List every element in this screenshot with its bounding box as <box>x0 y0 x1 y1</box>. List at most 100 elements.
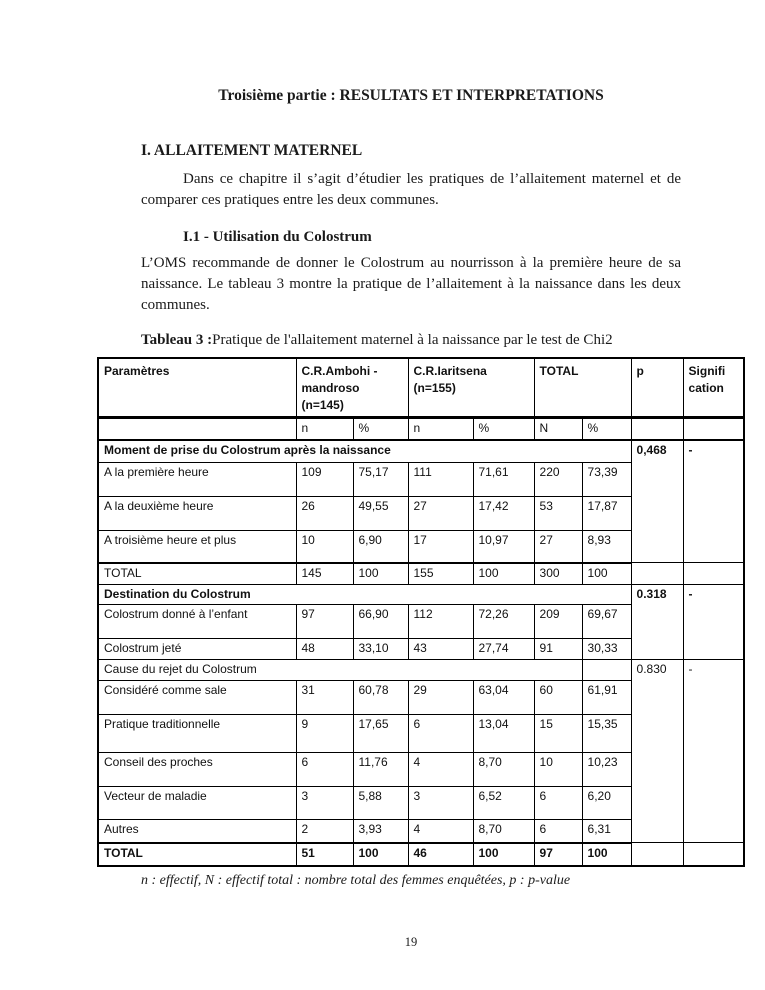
table-row: Pratique traditionnelle 9 17,65 6 13,04 15 15,… <box>97 714 744 753</box>
table-cell: 66,90 <box>352 604 409 639</box>
table-cell: 53 <box>533 496 583 531</box>
table-cell: 6,31 <box>581 819 632 844</box>
table-cell: 4 <box>407 819 474 844</box>
table-cell: 9 <box>295 714 354 753</box>
table-cell: 27,74 <box>472 638 535 660</box>
table-cell <box>630 562 684 585</box>
table-cell: 3,93 <box>352 819 409 844</box>
table-cell: 6,52 <box>472 786 535 820</box>
table-cell: 17 <box>407 530 474 564</box>
table-cell: 3 <box>407 786 474 820</box>
table-cell: 73,39 <box>581 462 632 497</box>
table-cell: - <box>682 659 745 843</box>
table-cell: % <box>581 417 632 441</box>
table-cell: 51 <box>295 842 354 866</box>
table-cell: 111 <box>407 462 474 497</box>
table-footnote: n : effectif, N : effectif total : nombr… <box>141 872 571 888</box>
table-cell: 100 <box>581 562 632 585</box>
table-cell: 100 <box>352 842 409 866</box>
table-caption-text: Pratique de l'allaitement maternel à la … <box>212 332 613 348</box>
table-cell: Cause du rejet du Colostrum <box>97 659 583 681</box>
table-cell: 10,23 <box>581 752 632 787</box>
table-cell: Autres <box>97 819 297 844</box>
table-cell: 72,26 <box>472 604 535 639</box>
table-row: Paramètres C.R.Ambohi - mandroso (n=145) C… <box>97 357 745 419</box>
table-cell: 29 <box>407 680 474 715</box>
table-cell: 97 <box>533 842 583 866</box>
table-row: A troisième heure et plus 10 6,90 17 10,97 27… <box>97 530 744 564</box>
table-cell: 27 <box>533 530 583 564</box>
page-content: Troisième partie : RESULTATS ET INTERPRE… <box>141 0 681 350</box>
table-cell: Colostrum donné à l’enfant <box>97 604 297 639</box>
table-cell: TOTAL <box>533 357 632 419</box>
table-cell: 145 <box>295 562 354 585</box>
table-cell: TOTAL <box>97 842 297 866</box>
table-cell: % <box>352 417 409 441</box>
table-cell: TOTAL <box>97 562 297 585</box>
table-cell <box>682 562 745 585</box>
table-cell: 49,55 <box>352 496 409 531</box>
table-cell <box>682 417 745 441</box>
table-cell: 100 <box>472 842 535 866</box>
table-cell <box>630 417 684 441</box>
table-cell: 109 <box>295 462 354 497</box>
table-cell: 6 <box>533 786 583 820</box>
table-caption-label: Tableau 3 : <box>141 332 213 348</box>
table-cell: n <box>295 417 354 441</box>
table-cell: 10 <box>295 530 354 564</box>
table-cell: 11,76 <box>352 752 409 787</box>
table-row: TOTAL 51 100 46 100 97 100 <box>97 842 745 866</box>
table-cell: 0.830 <box>630 659 684 843</box>
table-cell: N <box>533 417 583 441</box>
table-cell <box>97 417 297 441</box>
table-cell: 100 <box>472 562 535 585</box>
table-cell: 10,97 <box>472 530 535 564</box>
table-cell: 60,78 <box>352 680 409 715</box>
table-row: TOTAL 145 100 155 100 300 100 <box>97 562 745 585</box>
table-cell: 91 <box>533 638 583 660</box>
table-cell: 6 <box>295 752 354 787</box>
table-row: n% n% N% <box>97 417 745 441</box>
table-cell: p <box>630 357 684 419</box>
table-cell: 63,04 <box>472 680 535 715</box>
table-cell: Destination du Colostrum <box>97 584 632 605</box>
table-cell: 6 <box>533 819 583 844</box>
table-cell: 71,61 <box>472 462 535 497</box>
table-cell: Paramètres <box>97 357 297 419</box>
table-cell: A la première heure <box>97 462 297 497</box>
table-cell: 97 <box>295 604 354 639</box>
table-cell: 300 <box>533 562 583 585</box>
table-cell: 75,17 <box>352 462 409 497</box>
table-cell: 46 <box>407 842 474 866</box>
table-cell: 26 <box>295 496 354 531</box>
table-cell: 3 <box>295 786 354 820</box>
table-row: Autres 2 3,93 4 8,70 6 6,31 <box>97 819 744 844</box>
table-cell: Considéré comme sale <box>97 680 297 715</box>
table-cell: 100 <box>581 842 632 866</box>
table-cell: 0,468 <box>630 439 684 563</box>
table-cell: 60 <box>533 680 583 715</box>
page-number: 19 <box>404 934 418 949</box>
section-paragraph: Dans ce chapitre il s’agit d’étudier les… <box>141 171 681 208</box>
table-container: Paramètres C.R.Ambohi - mandroso (n=145) C… <box>97 357 765 867</box>
table-cell: 2 <box>295 819 354 844</box>
table-cell: Vecteur de maladie <box>97 786 297 820</box>
table-cell: Colostrum jeté <box>97 638 297 660</box>
table-row: A la première heure 109 75,17 111 71,61 220 73… <box>97 462 744 497</box>
table-cell <box>630 842 684 866</box>
table-cell: Pratique traditionnelle <box>97 714 297 753</box>
subsection-paragraph: L’OMS recommande de donner le Colostrum … <box>141 255 681 313</box>
table-cell: - <box>682 439 745 563</box>
table-cell: 17,42 <box>472 496 535 531</box>
table-cell <box>581 659 632 681</box>
table-row: Colostrum donné à l’enfant 97 66,90 112 72,2… <box>97 604 744 639</box>
table-cell: 43 <box>407 638 474 660</box>
table-cell: C.R.Iaritsena (n=155) <box>407 357 535 419</box>
table-cell: 17,65 <box>352 714 409 753</box>
table-cell: 5,88 <box>352 786 409 820</box>
table-caption: Tableau 3 :Pratique de l'allaitement mat… <box>141 331 681 350</box>
table-row: Cause du rejet du Colostrum 0.830- <box>97 659 745 843</box>
table-cell: 220 <box>533 462 583 497</box>
table-row: Considéré comme sale 31 60,78 29 63,04 60 61,9… <box>97 680 744 715</box>
table-cell: 69,67 <box>581 604 632 639</box>
